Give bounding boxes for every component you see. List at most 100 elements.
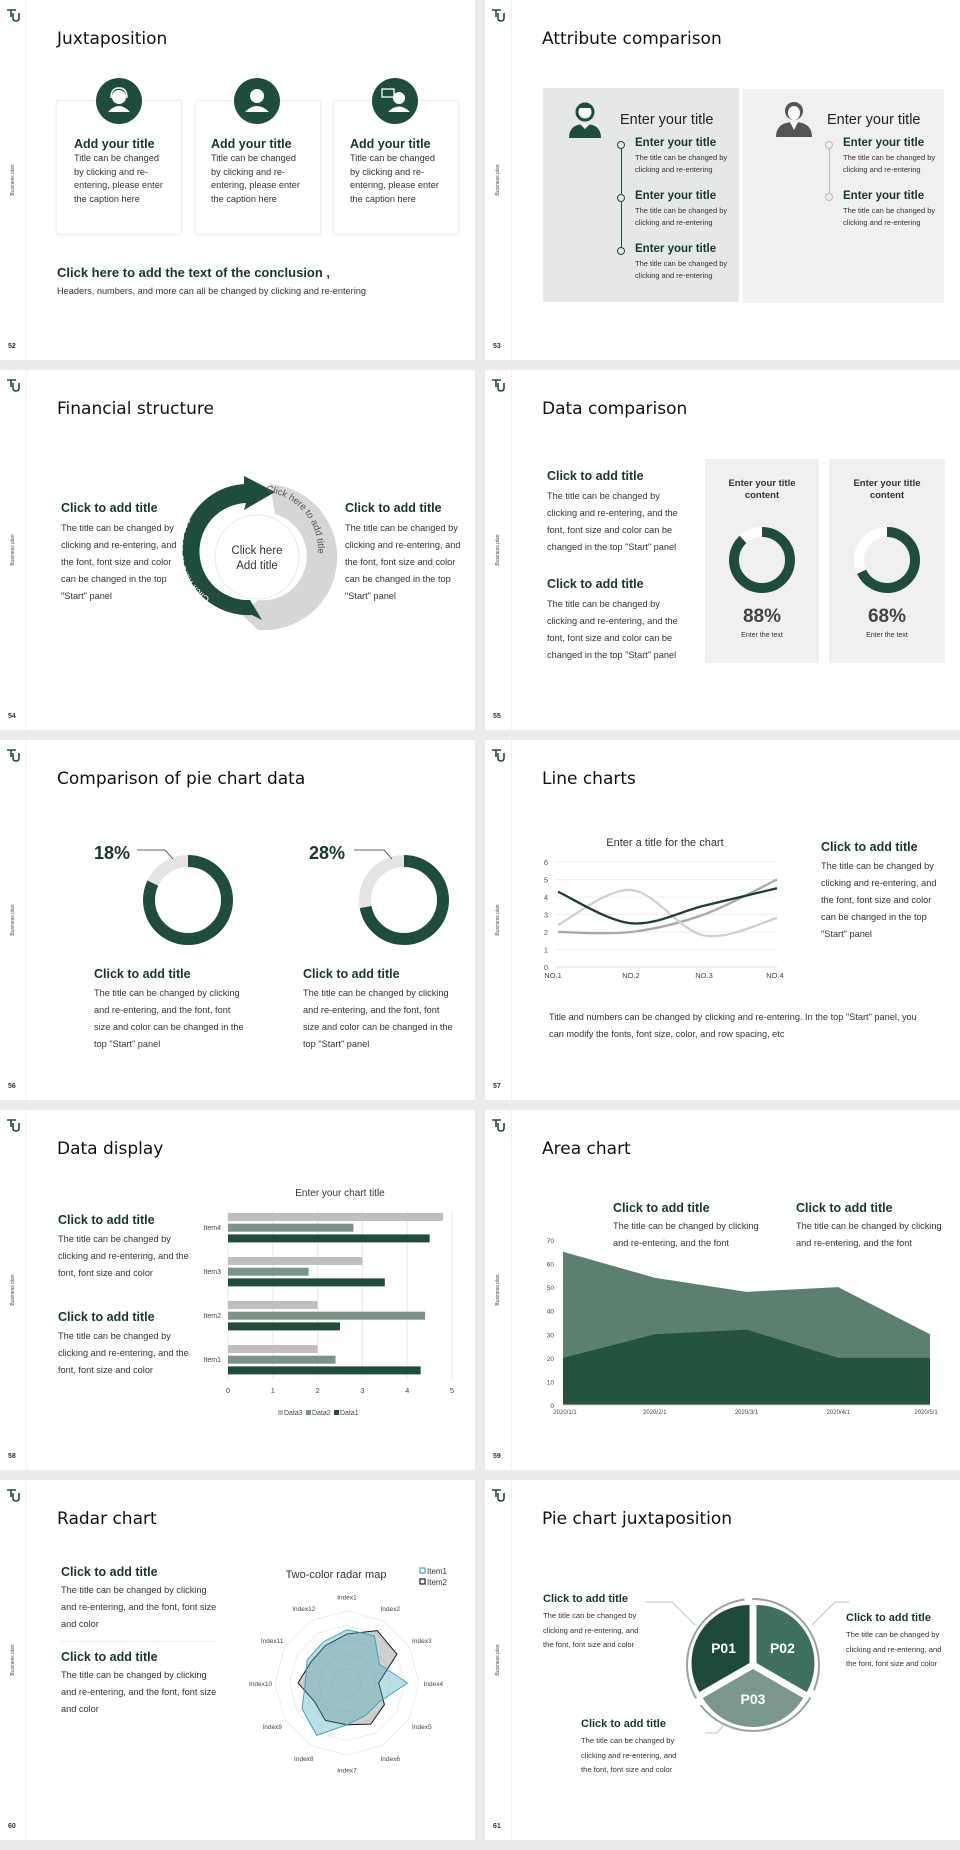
brand-logo: [7, 1489, 20, 1502]
block-title: Click to add title: [58, 1213, 155, 1227]
card-body: Title can be changed by clicking and re-…: [74, 153, 163, 204]
item-body: The title can be changed by clicking and…: [635, 153, 728, 174]
leader-line: [137, 849, 174, 860]
legend-swatch: [306, 1410, 311, 1415]
radar-ring: [274, 1610, 420, 1756]
item-body: The title can be changed by clicking and…: [843, 153, 936, 174]
donut-value-arc: [359, 855, 449, 945]
conclusion-title: Click here to add the text of the conclu…: [57, 265, 331, 280]
slide-60[interactable]: Business plan 60 Radar chart Click to ad…: [0, 1480, 475, 1840]
connector-line: [705, 1725, 724, 1734]
block-body: The title can be changed by clicking and…: [61, 1585, 217, 1629]
chart-title: Enter your chart title: [295, 1188, 385, 1199]
center-label-line1[interactable]: Click here: [231, 545, 282, 557]
center-label-line2[interactable]: Add title: [236, 560, 278, 572]
donut-value-arc: [729, 527, 795, 593]
side-label: Business plan: [10, 534, 16, 566]
brand-logo: [7, 1119, 20, 1132]
bar-chart: Enter your chart title 0 1 2 3 4 5 Item1 Item2 It…: [203, 1188, 454, 1417]
block-body: The title can be changed by clicking and…: [796, 1221, 942, 1248]
cycle-diagram: Click here to add title Click here to ad…: [180, 476, 338, 630]
segment-label: P02: [770, 1640, 795, 1656]
category-label: Item2: [203, 1313, 221, 1320]
bar: [228, 1213, 444, 1221]
stat-card: [705, 459, 819, 663]
slide-53[interactable]: Business plan 53 Attribute comparison En…: [485, 0, 960, 360]
y-tick-label: 3: [544, 911, 548, 920]
y-tick-label: 6: [544, 858, 548, 867]
block-title: Click to add title: [303, 967, 400, 981]
outer-ring: [686, 1598, 820, 1732]
x-tick-label: 2020/1/1: [553, 1410, 577, 1416]
y-tick-label: 60: [547, 1262, 555, 1269]
brand-logo: [492, 9, 505, 22]
bar: [228, 1257, 363, 1265]
timeline-dot: [617, 141, 625, 149]
bar: [228, 1345, 318, 1353]
percent-label: 18%: [94, 843, 131, 863]
x-tick-label: 3: [360, 1386, 364, 1395]
block-body: The title can be changed by clicking and…: [58, 1234, 189, 1278]
timeline-line: [828, 145, 830, 197]
side-label: Business plan: [10, 904, 16, 936]
block-body: The title can be changed by clicking and…: [543, 1611, 639, 1649]
panel-header: Enter your title: [620, 112, 714, 128]
slide-title: Data comparison: [542, 399, 688, 419]
segmented-pie-diagram: P01 P02 P03: [645, 1595, 849, 1734]
slide-58[interactable]: Business plan 58 Data display Click to a…: [0, 1110, 475, 1470]
line-chart: Enter a title for the chart 0 1 2 3 4 5 6 NO.1 NO…: [544, 837, 784, 980]
bar: [228, 1322, 340, 1331]
slide-55[interactable]: Business plan 55 Data comparison Click t…: [485, 370, 960, 730]
legend-label: Data1: [340, 1410, 359, 1417]
slide-54[interactable]: Business plan 54 Financial structure Cli…: [0, 370, 475, 730]
page-number: 61: [493, 1823, 501, 1830]
axis-label: Index10: [249, 1681, 273, 1688]
page-number: 56: [8, 1083, 16, 1090]
page-number: 52: [8, 343, 16, 350]
block-title: Click to add title: [613, 1201, 710, 1215]
slide-57[interactable]: Business plan 57 Line charts Enter a tit…: [485, 740, 960, 1100]
block-body: The title can be changed by clicking and…: [61, 523, 177, 601]
category-label: Item4: [203, 1225, 221, 1232]
slide-52[interactable]: Business plan 52 Juxtaposition Add your …: [0, 0, 475, 360]
line-series: [557, 878, 778, 935]
timeline-dot: [617, 247, 625, 255]
ring-gap: [694, 1697, 703, 1706]
slide-56[interactable]: Business plan 56 Comparison of pie chart…: [0, 740, 475, 1100]
slide-title: Data display: [57, 1139, 164, 1159]
sidebar-divider: [511, 1480, 512, 1840]
axis-label: Index4: [424, 1681, 444, 1688]
item-body: The title can be changed by clicking and…: [635, 206, 728, 227]
chart-title: Enter a title for the chart: [606, 837, 723, 849]
timeline-dot: [617, 194, 625, 202]
item-title: Enter your title: [635, 137, 717, 149]
slide-61[interactable]: Business plan 61 Pie chart juxtaposition…: [485, 1480, 960, 1840]
brand-logo: [7, 379, 20, 392]
stat-title: Enter your title content: [853, 478, 921, 501]
donut-value-arc: [854, 527, 920, 593]
panel-right: [743, 89, 944, 303]
card-body: Title can be changed by clicking and re-…: [350, 153, 439, 204]
connector-line: [811, 1601, 849, 1626]
x-tick-label: 0: [226, 1386, 230, 1395]
y-tick-label: 70: [547, 1238, 555, 1245]
axis-label: Index1: [337, 1595, 357, 1602]
x-tick-label: NO.4: [766, 971, 784, 980]
sidebar-divider: [26, 0, 27, 360]
block-title: Click to add title: [581, 1718, 666, 1730]
block-body: The title can be changed by clicking and…: [94, 988, 244, 1049]
page-number: 59: [493, 1453, 501, 1460]
slide-title: Attribute comparison: [542, 29, 722, 49]
donut-chart: [359, 855, 449, 945]
sidebar-divider: [26, 370, 27, 730]
slide-title: Pie chart juxtaposition: [542, 1509, 733, 1529]
block-title: Click to add title: [58, 1310, 155, 1324]
slide-title: Line charts: [542, 769, 636, 789]
slide-59[interactable]: Business plan 59 Area chart 0 10 20 30 40 50 6…: [485, 1110, 960, 1470]
page-number: 54: [8, 713, 16, 720]
y-tick-label: 0: [544, 963, 548, 972]
person-avatar-icon: [569, 102, 601, 138]
block-title: Click to add title: [543, 1593, 628, 1605]
axis-label: Index2: [380, 1606, 400, 1613]
conclusion-body: Headers, numbers, and more can all be ch…: [57, 286, 366, 296]
